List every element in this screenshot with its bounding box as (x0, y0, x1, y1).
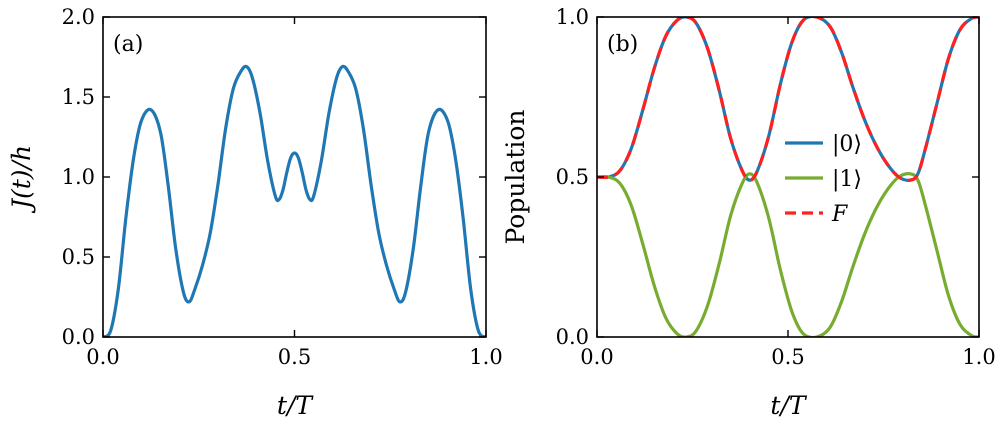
legend-label-ket1: |1⟩ (832, 167, 862, 192)
x-axis-label: t/T (770, 391, 807, 420)
y-axis-label: Population (501, 109, 530, 244)
series-line (103, 64, 486, 337)
y-tick-label: 1.0 (556, 5, 589, 29)
panel-label: (a) (113, 32, 143, 57)
panel-a: 0.0 0.5 1.0 0.0 0.5 1.0 1.5 2.0 t/T J(t)/h (a) (7, 5, 503, 420)
x-axis-label: t/T (277, 391, 314, 420)
series-line-ket0 (597, 17, 979, 182)
panel-b: 0.0 0.5 1.0 0.0 0.5 1.0 t/T Population (b) |0⟩ |1⟩… (501, 5, 996, 420)
y-tick-label: 0.0 (556, 325, 589, 349)
y-tick-label: 2.0 (62, 5, 95, 29)
axes-frame (102, 16, 487, 338)
y-axis-label: J(t)/h (7, 145, 36, 214)
x-tick-label: 0.5 (278, 345, 311, 369)
legend-label-ket0: |0⟩ (832, 132, 862, 157)
series-line-fidelity (597, 17, 979, 182)
series-line-ket1 (597, 172, 979, 337)
x-tick-label: 0.0 (86, 345, 119, 369)
y-tick-label: 1.0 (62, 165, 95, 189)
x-tick-label: 1.0 (469, 345, 502, 369)
legend-label-fidelity: F (831, 202, 848, 227)
x-tick-label: 0.5 (771, 345, 804, 369)
y-tick-label: 0.5 (62, 245, 95, 269)
x-tick-label: 0.0 (580, 345, 613, 369)
y-tick-label: 1.5 (62, 85, 95, 109)
y-tick-label: 0.5 (556, 165, 589, 189)
y-tick-label: 0.0 (62, 325, 95, 349)
panel-label: (b) (607, 32, 638, 57)
x-tick-label: 1.0 (962, 345, 995, 369)
